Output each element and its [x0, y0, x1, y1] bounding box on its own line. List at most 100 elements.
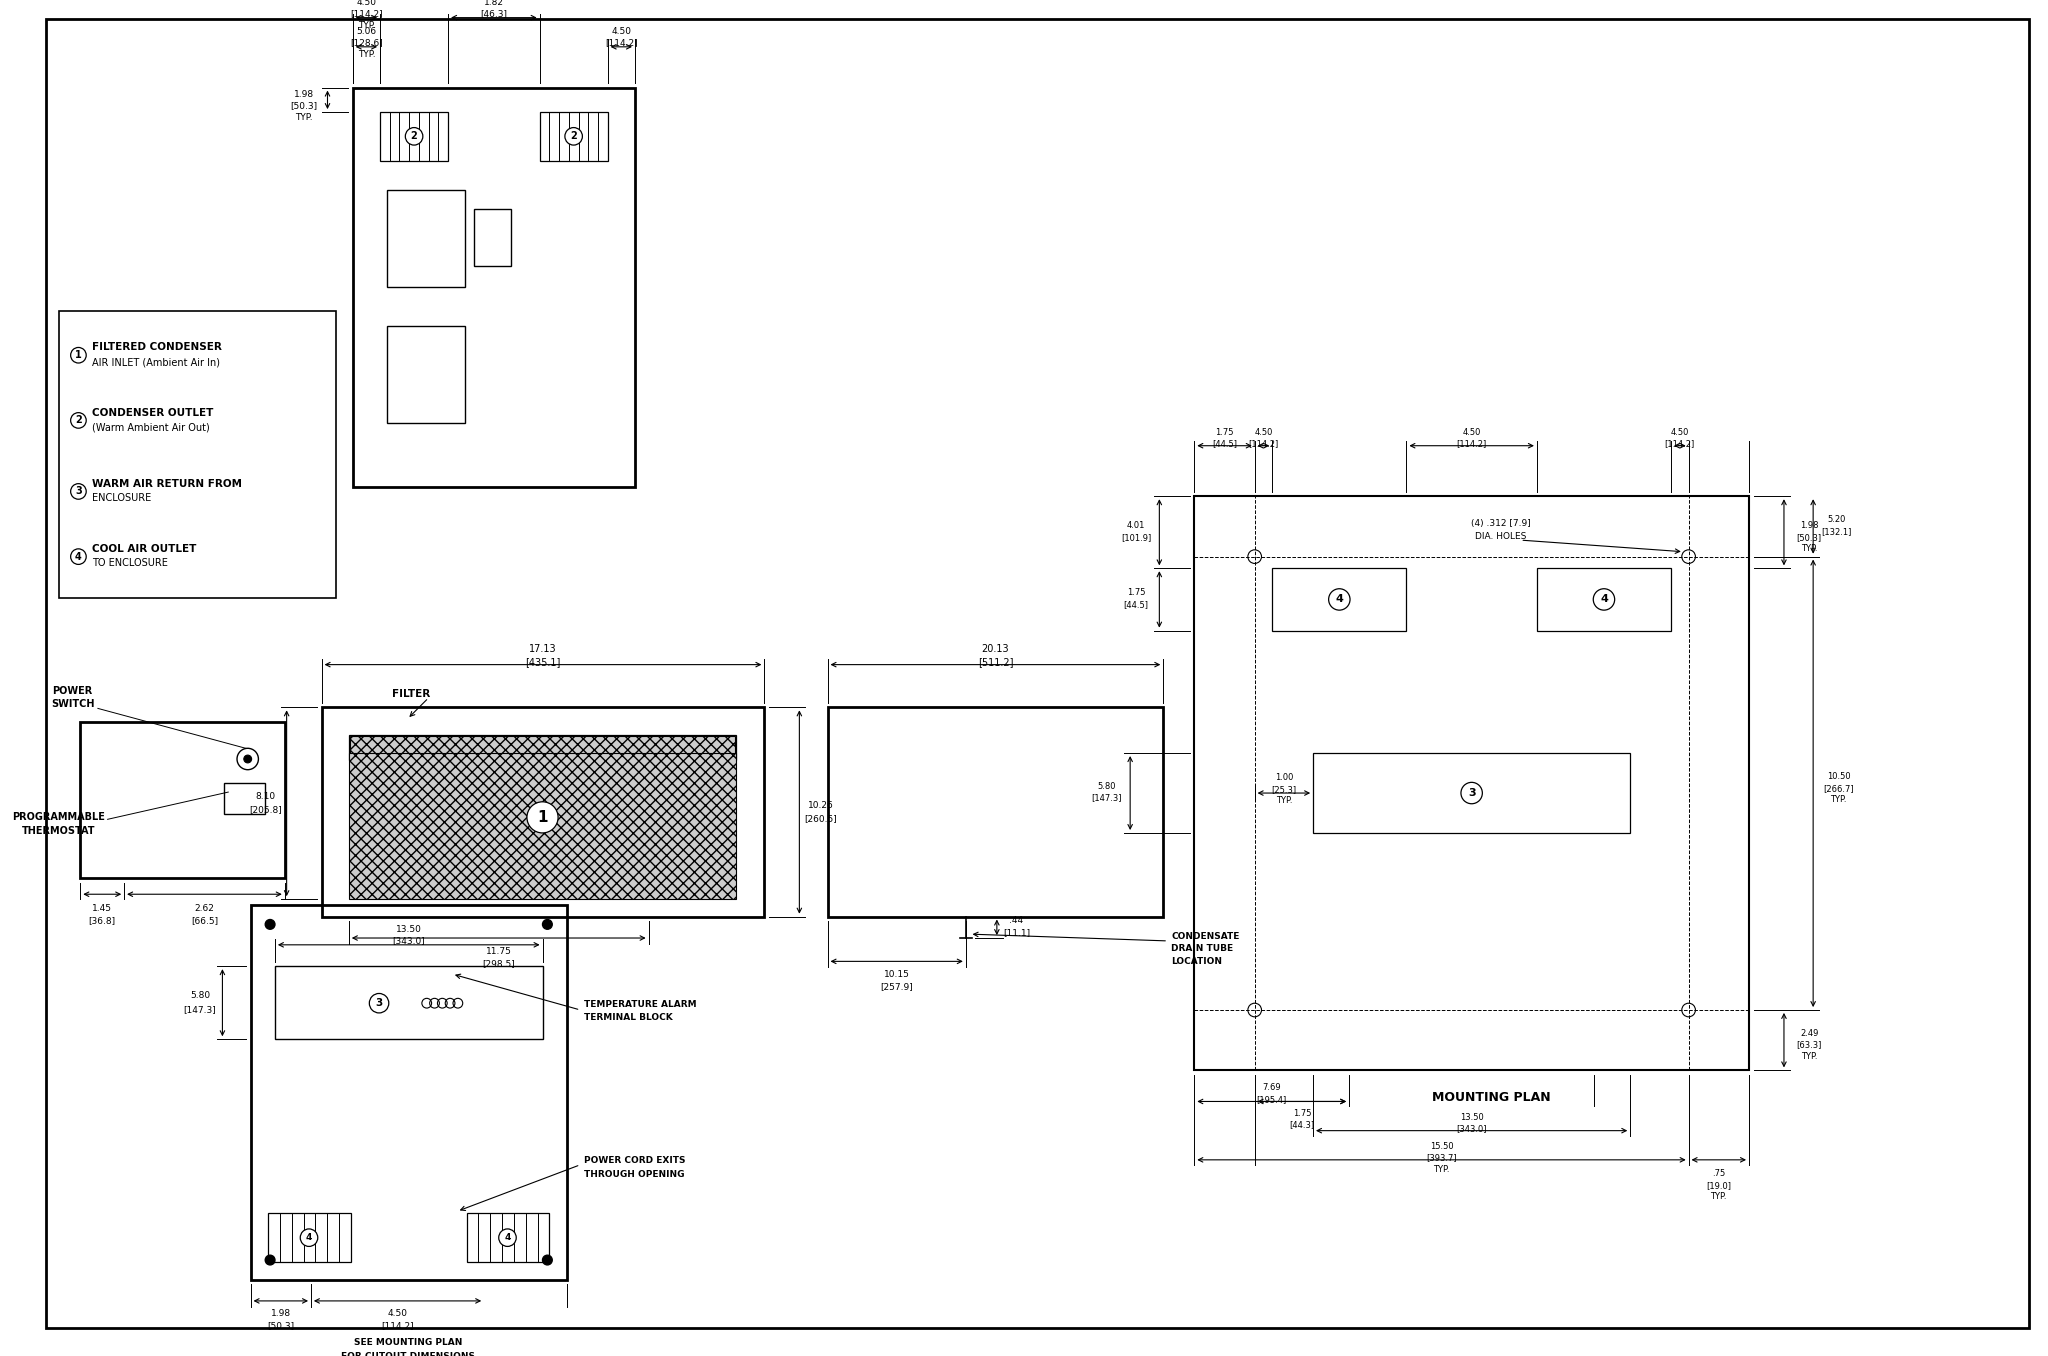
Text: FILTERED CONDENSER: FILTERED CONDENSER — [92, 343, 221, 353]
Text: 1.82: 1.82 — [483, 0, 504, 7]
Text: 5.20: 5.20 — [1827, 515, 1845, 525]
Circle shape — [70, 412, 86, 428]
Text: 8.10: 8.10 — [256, 792, 274, 801]
Text: WARM AIR RETURN FROM: WARM AIR RETURN FROM — [92, 479, 242, 488]
Text: 3: 3 — [375, 998, 383, 1009]
Circle shape — [369, 994, 389, 1013]
Bar — [387, 325, 465, 423]
Bar — [1313, 753, 1630, 833]
Text: 2: 2 — [412, 132, 418, 141]
Text: 13.50: 13.50 — [1460, 1112, 1483, 1121]
Text: [36.8]: [36.8] — [88, 917, 115, 925]
Text: [128.6]: [128.6] — [350, 38, 383, 47]
Bar — [225, 784, 266, 815]
Bar — [274, 967, 543, 1039]
Text: [147.3]: [147.3] — [184, 1005, 217, 1014]
Text: 5.06: 5.06 — [356, 27, 377, 35]
Text: PROGRAMMABLE: PROGRAMMABLE — [12, 812, 104, 822]
Text: [114.2]: [114.2] — [604, 38, 637, 47]
Text: TEMPERATURE ALARM: TEMPERATURE ALARM — [584, 999, 696, 1009]
Text: ENCLOSURE: ENCLOSURE — [92, 494, 152, 503]
Bar — [1272, 568, 1407, 631]
Text: 15.50: 15.50 — [1430, 1142, 1454, 1151]
Text: [19.0]: [19.0] — [1706, 1181, 1731, 1189]
Text: [114.2]: [114.2] — [350, 9, 383, 18]
Text: 1.75: 1.75 — [1126, 589, 1145, 597]
Text: [114.2]: [114.2] — [1249, 439, 1278, 449]
Circle shape — [70, 549, 86, 564]
Text: [114.2]: [114.2] — [381, 1321, 414, 1330]
Circle shape — [266, 1256, 274, 1265]
Text: [66.5]: [66.5] — [190, 917, 217, 925]
Text: 1.98: 1.98 — [295, 89, 313, 99]
Bar — [268, 1214, 350, 1262]
Circle shape — [543, 1256, 553, 1265]
Text: 1.98: 1.98 — [270, 1309, 291, 1318]
Text: [298.5]: [298.5] — [483, 959, 516, 968]
Text: THROUGH OPENING: THROUGH OPENING — [584, 1170, 684, 1178]
Text: [114.2]: [114.2] — [1665, 439, 1696, 449]
Text: TYP.: TYP. — [358, 50, 375, 60]
Text: TYP.: TYP. — [358, 20, 375, 30]
Bar — [387, 190, 465, 287]
Text: SWITCH: SWITCH — [51, 698, 94, 709]
Text: MOUNTING PLAN: MOUNTING PLAN — [1432, 1092, 1550, 1104]
Bar — [59, 312, 336, 598]
Text: THERMOSTAT: THERMOSTAT — [23, 826, 96, 837]
Text: TYP.: TYP. — [1800, 1052, 1817, 1062]
Circle shape — [238, 749, 258, 770]
Text: COOL AIR OUTLET: COOL AIR OUTLET — [92, 544, 197, 553]
Text: SEE MOUNTING PLAN: SEE MOUNTING PLAN — [354, 1338, 463, 1348]
Bar — [348, 735, 735, 759]
Circle shape — [70, 484, 86, 499]
Bar — [1536, 568, 1671, 631]
Text: CONDENSATE: CONDENSATE — [1171, 932, 1239, 941]
Text: [114.2]: [114.2] — [1456, 439, 1487, 449]
Circle shape — [1329, 589, 1350, 610]
Bar — [467, 1214, 549, 1262]
Circle shape — [406, 127, 422, 145]
Circle shape — [244, 755, 252, 763]
Bar — [475, 209, 512, 266]
Circle shape — [1593, 589, 1614, 610]
Text: [44.5]: [44.5] — [1124, 599, 1149, 609]
Text: [50.3]: [50.3] — [1796, 533, 1823, 541]
Text: [63.3]: [63.3] — [1796, 1040, 1823, 1050]
Text: [260.5]: [260.5] — [805, 815, 838, 823]
Text: FOR CUTOUT DIMENSIONS: FOR CUTOUT DIMENSIONS — [342, 1352, 475, 1356]
Text: [257.9]: [257.9] — [881, 982, 913, 991]
Bar — [381, 113, 449, 160]
Circle shape — [526, 801, 557, 833]
Text: TYP.: TYP. — [295, 113, 313, 122]
Text: 10.26: 10.26 — [807, 800, 834, 810]
Text: 10.15: 10.15 — [885, 971, 909, 979]
Circle shape — [70, 347, 86, 363]
Circle shape — [565, 127, 582, 145]
Text: [195.4]: [195.4] — [1257, 1096, 1286, 1104]
Circle shape — [1460, 782, 1483, 804]
Text: 2: 2 — [569, 132, 578, 141]
Text: 17.13: 17.13 — [528, 644, 557, 654]
Text: [511.2]: [511.2] — [977, 656, 1014, 667]
Circle shape — [266, 919, 274, 929]
Text: (4) .312 [7.9]: (4) .312 [7.9] — [1470, 519, 1530, 527]
Circle shape — [500, 1229, 516, 1246]
Text: (Warm Ambient Air Out): (Warm Ambient Air Out) — [92, 422, 209, 433]
Text: 4.01: 4.01 — [1126, 521, 1145, 530]
Circle shape — [543, 919, 553, 929]
Text: [50.3]: [50.3] — [266, 1321, 295, 1330]
Text: 4.50: 4.50 — [1671, 427, 1690, 437]
Text: 4.50: 4.50 — [610, 27, 631, 35]
Text: [46.3]: [46.3] — [481, 9, 508, 18]
Text: AIR INLET (Ambient Air In): AIR INLET (Ambient Air In) — [92, 357, 219, 367]
Bar — [80, 721, 285, 877]
Bar — [348, 753, 735, 899]
Bar — [350, 736, 735, 759]
Text: 2: 2 — [76, 415, 82, 426]
Text: TYP.: TYP. — [1800, 544, 1817, 553]
Text: [205.8]: [205.8] — [250, 805, 283, 815]
Circle shape — [301, 1229, 317, 1246]
Text: TYP.: TYP. — [1276, 796, 1292, 805]
Bar — [250, 904, 567, 1280]
Text: CONDENSER OUTLET: CONDENSER OUTLET — [92, 408, 213, 418]
